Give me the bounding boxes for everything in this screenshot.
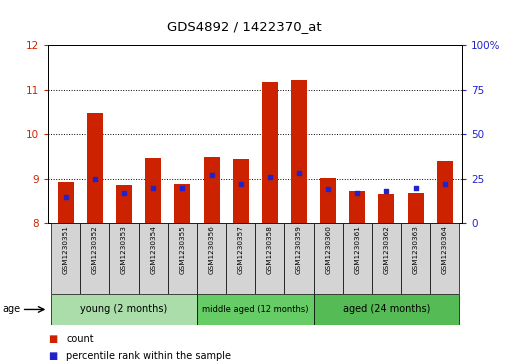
Bar [204,158,219,223]
Text: GSM1230354: GSM1230354 [150,225,156,274]
Text: GSM1230357: GSM1230357 [238,225,244,274]
Text: GSM1230363: GSM1230363 [412,225,419,274]
Point [324,187,332,192]
Point [149,185,157,191]
Text: GSM1230356: GSM1230356 [209,225,214,274]
Point [383,188,391,194]
Bar [197,294,313,325]
Bar [407,193,424,223]
Bar [168,223,197,294]
Point [353,190,361,196]
Text: GSM1230352: GSM1230352 [92,225,98,274]
Text: GDS4892 / 1422370_at: GDS4892 / 1422370_at [167,20,321,33]
Text: middle aged (12 months): middle aged (12 months) [202,305,308,314]
Text: GSM1230353: GSM1230353 [121,225,127,274]
Text: GSM1230364: GSM1230364 [442,225,448,274]
Text: count: count [66,334,93,344]
Point [441,181,449,187]
Bar [291,80,307,223]
Bar [80,223,110,294]
Text: ■: ■ [48,351,57,361]
Text: GSM1230359: GSM1230359 [296,225,302,274]
Bar [350,191,365,223]
Bar [401,223,430,294]
Bar [233,159,249,223]
Point [411,185,420,191]
Bar [145,158,161,223]
Text: GSM1230358: GSM1230358 [267,225,273,274]
Text: GSM1230351: GSM1230351 [63,225,69,274]
Bar [378,194,395,223]
Bar [87,113,103,223]
Bar [284,223,313,294]
Text: GSM1230361: GSM1230361 [354,225,360,274]
Bar [262,82,278,223]
Bar [58,182,74,223]
Point [120,190,128,196]
Bar [320,178,336,223]
Bar [372,223,401,294]
Point [295,171,303,176]
Point [178,185,186,191]
Bar [256,223,284,294]
Text: GSM1230360: GSM1230360 [325,225,331,274]
Text: age: age [3,305,21,314]
Text: aged (24 months): aged (24 months) [343,305,430,314]
Text: percentile rank within the sample: percentile rank within the sample [66,351,231,361]
Point [237,181,245,187]
Point [207,172,215,178]
Bar [51,223,80,294]
Bar [51,294,197,325]
Text: ■: ■ [48,334,57,344]
Bar [226,223,256,294]
Bar [139,223,168,294]
Bar [343,223,372,294]
Bar [174,184,190,223]
Bar [313,223,343,294]
Point [61,194,70,200]
Bar [197,223,226,294]
Text: GSM1230355: GSM1230355 [179,225,185,274]
Bar [430,223,459,294]
Bar [437,161,453,223]
Text: young (2 months): young (2 months) [80,305,168,314]
Point [266,174,274,180]
Text: GSM1230362: GSM1230362 [384,225,390,274]
Bar [116,185,132,223]
Point [91,176,99,182]
Bar [110,223,139,294]
Bar [313,294,459,325]
